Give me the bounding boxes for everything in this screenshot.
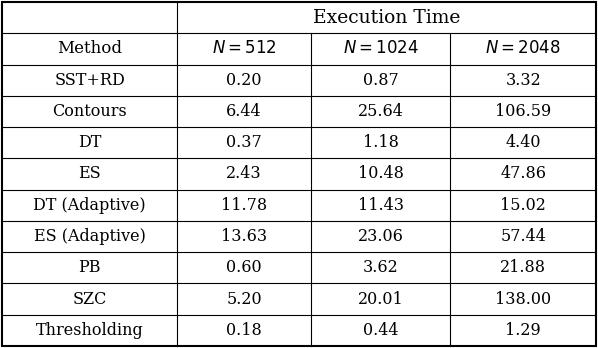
Text: 4.40: 4.40 [505,134,541,151]
Text: 0.44: 0.44 [363,322,398,339]
Text: 15.02: 15.02 [501,197,546,214]
Text: Thresholding: Thresholding [36,322,144,339]
Text: 3.32: 3.32 [505,72,541,89]
Text: DT (Adaptive): DT (Adaptive) [33,197,146,214]
Text: 3.62: 3.62 [363,259,398,276]
Text: ES: ES [78,166,101,182]
Text: 20.01: 20.01 [358,291,404,308]
Text: 23.06: 23.06 [358,228,404,245]
Text: 6.44: 6.44 [226,103,262,120]
Text: 0.60: 0.60 [226,259,262,276]
Text: 0.87: 0.87 [363,72,398,89]
Text: PB: PB [78,259,101,276]
Text: SZC: SZC [72,291,107,308]
Text: 13.63: 13.63 [221,228,267,245]
Text: 57.44: 57.44 [501,228,546,245]
Text: 138.00: 138.00 [495,291,551,308]
Text: $N = 2048$: $N = 2048$ [485,40,561,57]
Text: Contours: Contours [52,103,127,120]
Text: 1.29: 1.29 [505,322,541,339]
Text: 0.20: 0.20 [226,72,262,89]
Text: SST+RD: SST+RD [54,72,125,89]
Text: 47.86: 47.86 [500,166,546,182]
Text: $N = 1024$: $N = 1024$ [343,40,419,57]
Text: 10.48: 10.48 [358,166,404,182]
Text: 1.18: 1.18 [363,134,399,151]
Text: 0.18: 0.18 [226,322,262,339]
Text: ES (Adaptive): ES (Adaptive) [33,228,145,245]
Text: Method: Method [57,40,122,57]
Text: Execution Time: Execution Time [313,9,460,27]
Text: 11.78: 11.78 [221,197,267,214]
Text: 11.43: 11.43 [358,197,404,214]
Text: 2.43: 2.43 [226,166,262,182]
Text: 25.64: 25.64 [358,103,404,120]
Text: 0.37: 0.37 [226,134,262,151]
Text: $N = 512$: $N = 512$ [212,40,276,57]
Text: 5.20: 5.20 [226,291,262,308]
Text: DT: DT [78,134,102,151]
Text: 21.88: 21.88 [500,259,546,276]
Text: 106.59: 106.59 [495,103,551,120]
